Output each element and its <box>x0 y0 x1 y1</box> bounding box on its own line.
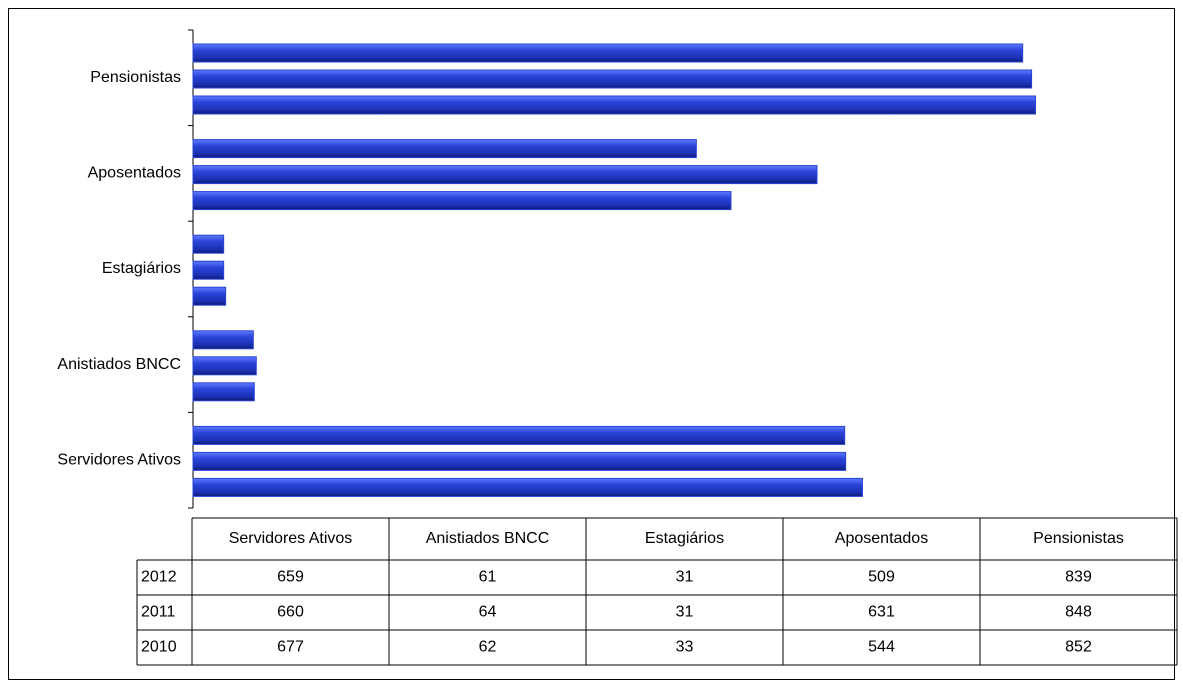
bar <box>192 425 846 445</box>
table-value: 64 <box>479 604 497 621</box>
table-value: 544 <box>868 639 895 656</box>
bar <box>192 69 1033 89</box>
bar <box>192 43 1024 63</box>
legend-label: 2010 <box>141 639 177 656</box>
table-header: Aposentados <box>835 530 928 547</box>
table-value: 509 <box>868 569 895 586</box>
table-value: 677 <box>277 639 304 656</box>
bar <box>192 356 257 376</box>
bar <box>192 234 225 254</box>
bar <box>192 286 227 306</box>
bar <box>192 165 818 185</box>
table-value: 848 <box>1065 604 1092 621</box>
table-value: 31 <box>676 569 694 586</box>
table-header: Anistiados BNCC <box>426 530 550 547</box>
y-tick-label: Estagiários <box>102 260 181 277</box>
bar <box>192 191 732 211</box>
table-value: 659 <box>277 569 304 586</box>
bar <box>192 477 863 497</box>
bar <box>192 382 255 402</box>
y-tick-label: Aposentados <box>88 165 181 182</box>
bar <box>192 95 1037 115</box>
y-tick-label: Anistiados BNCC <box>57 356 181 373</box>
table-header: Servidores Ativos <box>229 530 353 547</box>
table-value: 631 <box>868 604 895 621</box>
y-tick-label: Servidores Ativos <box>57 451 181 468</box>
frame <box>8 8 1175 680</box>
bar <box>192 451 847 471</box>
table-header: Pensionistas <box>1033 530 1124 547</box>
table-value: 31 <box>676 604 694 621</box>
bar <box>192 260 225 280</box>
legend-label: 2011 <box>141 604 176 621</box>
table-value: 33 <box>676 639 694 656</box>
table-value: 839 <box>1065 569 1092 586</box>
table-value: 62 <box>479 639 497 656</box>
bar <box>192 330 254 350</box>
table-header: Estagiários <box>645 530 724 547</box>
bar <box>192 139 697 159</box>
table-value: 61 <box>479 569 497 586</box>
table-value: 660 <box>277 604 304 621</box>
y-tick-label: Pensionistas <box>90 69 181 86</box>
legend-label: 2012 <box>141 569 177 586</box>
table-value: 852 <box>1065 639 1092 656</box>
